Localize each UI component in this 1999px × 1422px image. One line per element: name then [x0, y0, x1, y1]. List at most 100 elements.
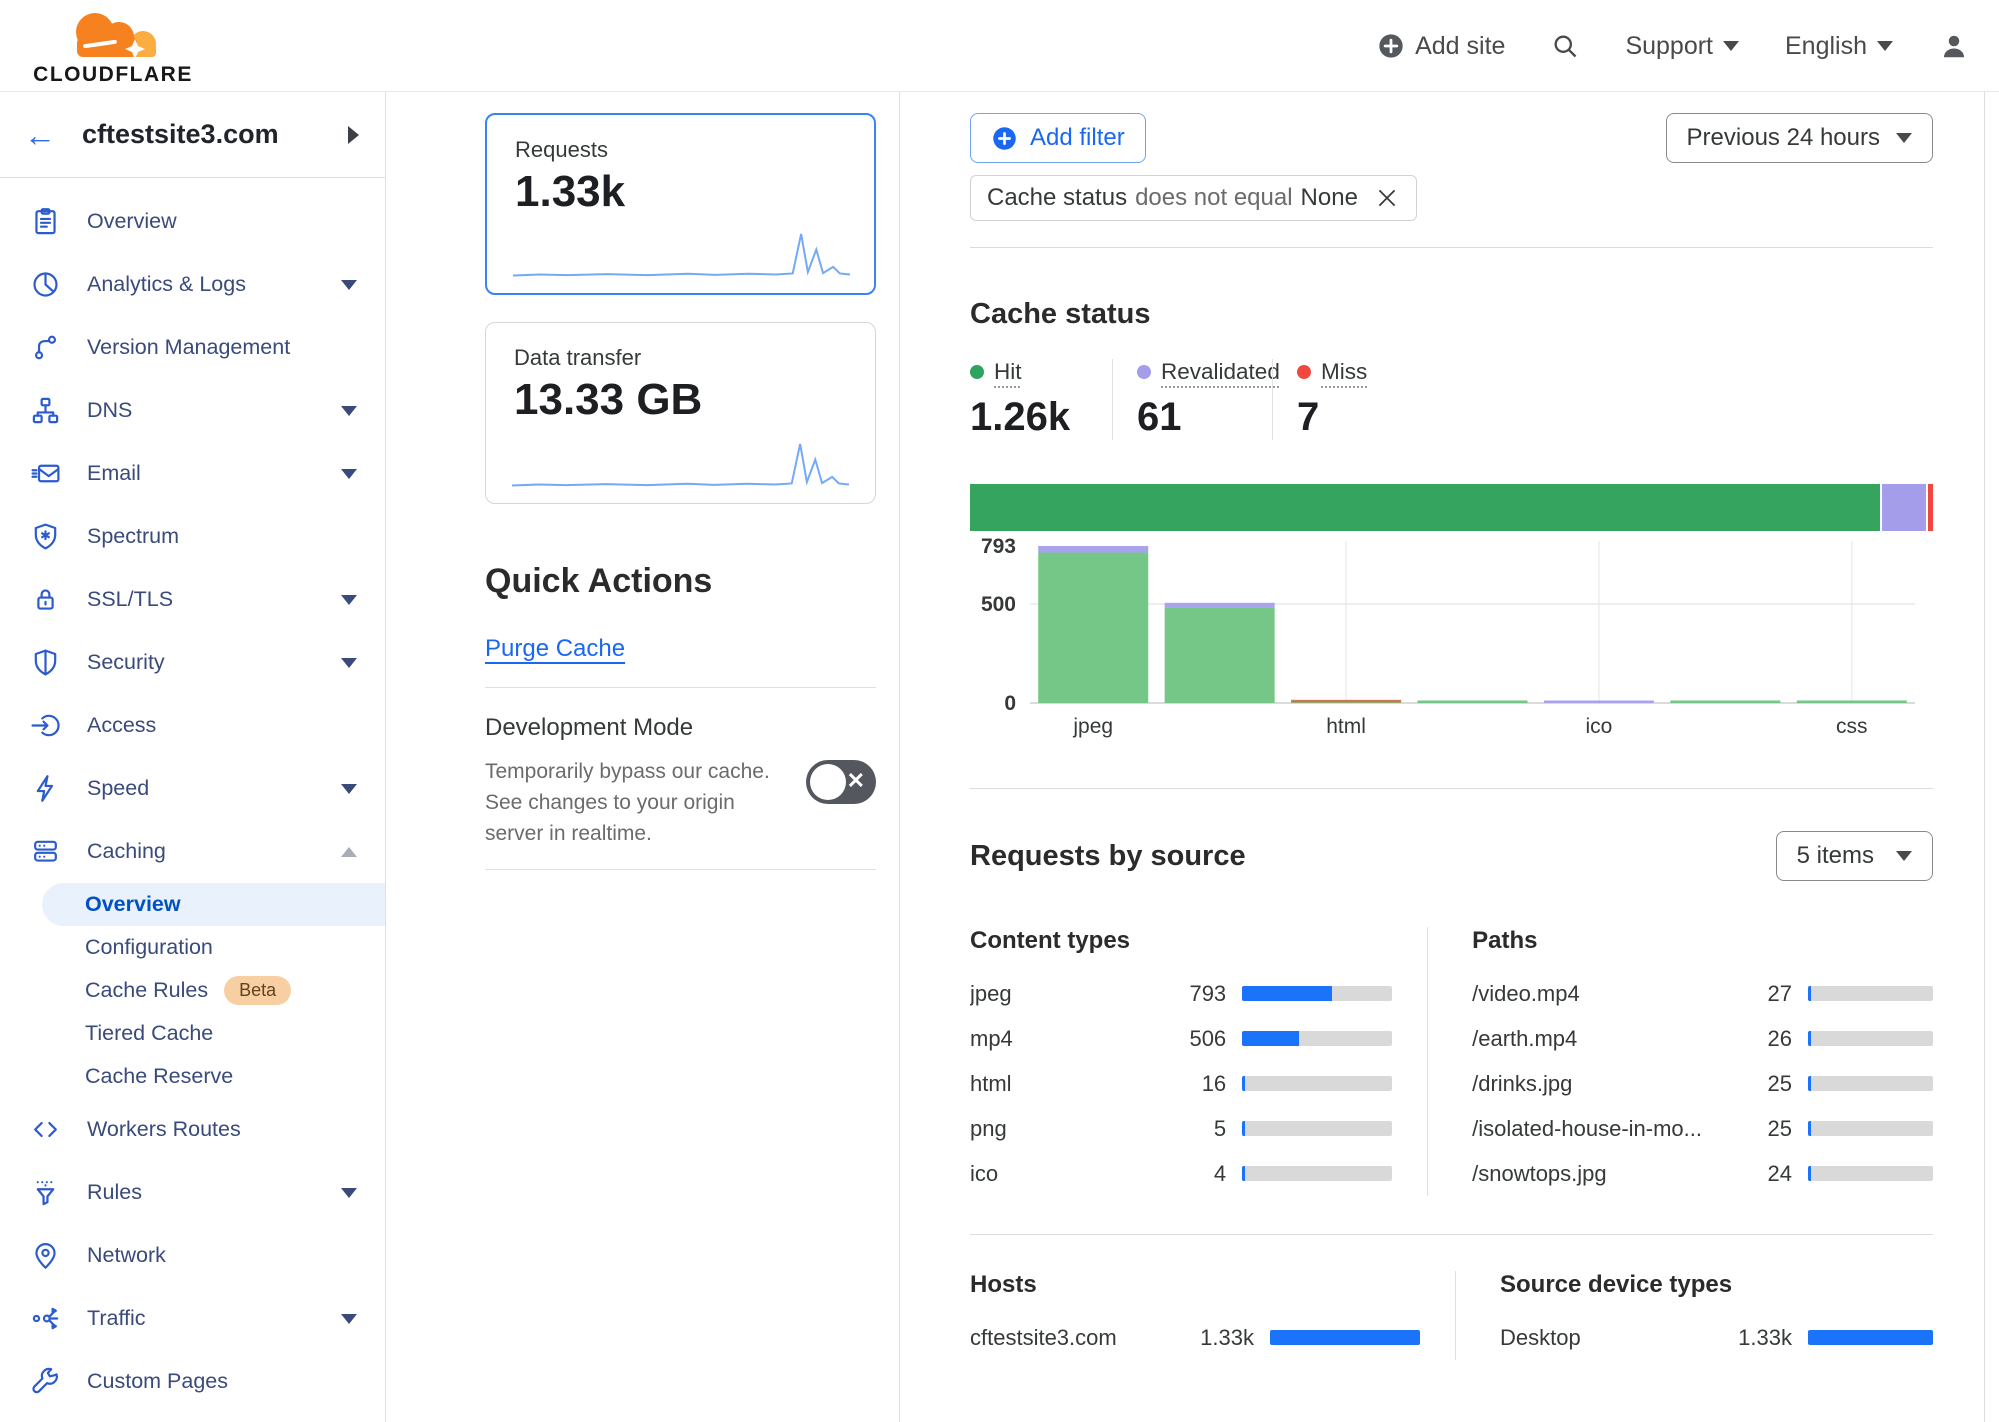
development-mode-description: Temporarily bypass our cache. See change…	[485, 760, 770, 845]
chevron-down-icon	[1896, 133, 1912, 143]
table-row: mp4 506	[970, 1016, 1393, 1061]
cache-status-stats: Hit 1.26k Revalidated 61 Miss 7	[970, 359, 1933, 440]
data-transfer-metric-card[interactable]: Data transfer 13.33 GB	[485, 322, 876, 504]
sidebar-item-workers-routes[interactable]: Workers Routes	[0, 1098, 385, 1161]
row-progress-track	[1808, 1330, 1933, 1345]
sidebar-subitem-configuration[interactable]: Configuration	[42, 926, 385, 969]
sidebar-subitem-label: Cache Reserve	[85, 1064, 234, 1088]
time-range-select[interactable]: Previous 24 hours	[1665, 113, 1933, 163]
support-menu[interactable]: Support	[1625, 32, 1739, 61]
sidebar-item-label: Rules	[87, 1180, 142, 1204]
table-row: /isolated-house-in-mo... 25	[1472, 1106, 1933, 1151]
sidebar-item-version-management[interactable]: Version Management	[0, 316, 385, 379]
table-row: html 16	[970, 1061, 1393, 1106]
stat-label[interactable]: Hit	[994, 359, 1022, 384]
stat-value: 61	[1137, 395, 1182, 439]
sidebar-subitem-tiered-cache[interactable]: Tiered Cache	[42, 1012, 385, 1055]
sidebar-subitem-caching-overview[interactable]: Overview	[42, 883, 385, 926]
svg-text:500: 500	[981, 593, 1016, 616]
sidebar-item-ssl-tls[interactable]: SSL/TLS	[0, 568, 385, 631]
add-site-button[interactable]: Add site	[1377, 32, 1505, 61]
development-mode-toggle[interactable]: ✕	[806, 760, 876, 804]
row-progress-fill	[1270, 1330, 1420, 1345]
stat-label[interactable]: Miss	[1321, 359, 1368, 384]
table-row: Desktop 1.33k	[1500, 1315, 1933, 1360]
sidebar-subitem-label: Tiered Cache	[85, 1021, 214, 1045]
add-filter-button[interactable]: Add filter	[970, 113, 1146, 163]
sidebar-item-dns[interactable]: DNS	[0, 379, 385, 442]
code-brackets-icon	[30, 1114, 61, 1145]
dns-tree-icon	[30, 395, 61, 426]
row-progress-fill	[1242, 1166, 1246, 1181]
sidebar: ← cftestsite3.com Overview Analytics & L…	[0, 92, 386, 1422]
sidebar-item-custom-pages[interactable]: Custom Pages	[0, 1350, 385, 1413]
sidebar-item-label: Caching	[87, 839, 166, 863]
paths-column: Paths /video.mp4 27/earth.mp4 26/drinks.jp…	[1428, 927, 1933, 1196]
remove-filter-button[interactable]	[1374, 185, 1400, 211]
toggle-knob	[810, 764, 846, 800]
status-color-dot	[1137, 365, 1151, 379]
hosts-title: Hosts	[970, 1271, 1037, 1298]
table-row: /drinks.jpg 25	[1472, 1061, 1933, 1106]
filter-chip[interactable]: Cache status does not equal None	[970, 175, 1417, 221]
sidebar-item-email[interactable]: Email	[0, 442, 385, 505]
sidebar-subitem-cache-rules[interactable]: Cache Rules Beta	[42, 969, 385, 1012]
account-menu[interactable]	[1939, 31, 1969, 61]
sidebar-item-network[interactable]: Network	[0, 1224, 385, 1287]
sidebar-item-spectrum[interactable]: Spectrum	[0, 505, 385, 568]
sidebar-item-label: Overview	[87, 209, 177, 233]
requests-metric-card[interactable]: Requests 1.33k	[485, 113, 876, 295]
sidebar-item-analytics-logs[interactable]: Analytics & Logs	[0, 253, 385, 316]
sidebar-item-caching[interactable]: Caching	[0, 820, 385, 883]
chevron-right-icon[interactable]	[348, 125, 359, 144]
row-label: html	[970, 1070, 1012, 1096]
search-button[interactable]	[1551, 32, 1579, 60]
items-count-select[interactable]: 5 items	[1775, 831, 1933, 881]
row-label: mp4	[970, 1025, 1013, 1051]
row-label: /isolated-house-in-mo...	[1472, 1115, 1702, 1141]
distribution-segment-revalidated	[1882, 484, 1927, 531]
svg-text:793: 793	[981, 535, 1016, 558]
sidebar-item-security[interactable]: Security	[0, 631, 385, 694]
chevron-down-icon	[341, 783, 357, 794]
back-arrow-icon[interactable]: ←	[24, 116, 56, 153]
purge-cache-link[interactable]: Purge Cache	[485, 635, 626, 662]
chevron-up-icon	[341, 846, 357, 857]
row-progress-track	[1242, 1076, 1393, 1091]
sidebar-item-traffic[interactable]: Traffic	[0, 1287, 385, 1350]
data-transfer-card-value: 13.33 GB	[514, 375, 703, 424]
sidebar-item-overview[interactable]: Overview	[0, 190, 385, 253]
user-icon	[1944, 35, 1964, 58]
top-bar: CLOUDFLARE Add site Support English	[0, 0, 1999, 92]
content-types-column: Content types jpeg 793 mp4 506 html 16 png 5 ico…	[970, 927, 1427, 1196]
stat-label[interactable]: Revalidated	[1161, 359, 1280, 384]
items-count-label: 5 items	[1796, 842, 1874, 869]
chevron-down-icon	[1723, 41, 1739, 51]
table-row: png 5	[970, 1106, 1393, 1151]
bar-jpeg-revalidated	[1038, 546, 1149, 553]
add-filter-label: Add filter	[1030, 124, 1125, 151]
distribution-segment-miss	[1928, 484, 1933, 531]
filter-section: Add filter Previous 24 hours Cache statu…	[970, 92, 1933, 248]
sidebar-item-rules[interactable]: Rules	[0, 1161, 385, 1224]
row-progress-fill	[1808, 1031, 1811, 1046]
funnel-icon	[30, 1177, 61, 1208]
language-menu[interactable]: English	[1785, 32, 1893, 61]
row-value: 25	[1767, 1115, 1792, 1141]
distribution-segment-hit	[970, 484, 1881, 531]
bar-ico-revalidated	[1543, 700, 1654, 703]
status-color-dot	[1297, 365, 1311, 379]
sidebar-subitem-cache-reserve[interactable]: Cache Reserve	[42, 1055, 385, 1098]
bar-mp4-revalidated	[1164, 602, 1275, 608]
scrollbar[interactable]	[1984, 92, 1985, 1422]
sidebar-item-label: Analytics & Logs	[87, 272, 246, 296]
sidebar-item-access[interactable]: Access	[0, 694, 385, 757]
bar-css-hit	[1796, 700, 1907, 703]
lock-icon	[30, 584, 61, 615]
plus-circle-icon	[1379, 34, 1403, 58]
shield-star-icon	[30, 521, 61, 552]
cache-status-distribution-bar	[970, 484, 1933, 531]
sidebar-item-speed[interactable]: Speed	[0, 757, 385, 820]
top-nav: Add site Support English	[1377, 0, 1969, 92]
sidebar-subitem-label: Configuration	[85, 935, 213, 959]
